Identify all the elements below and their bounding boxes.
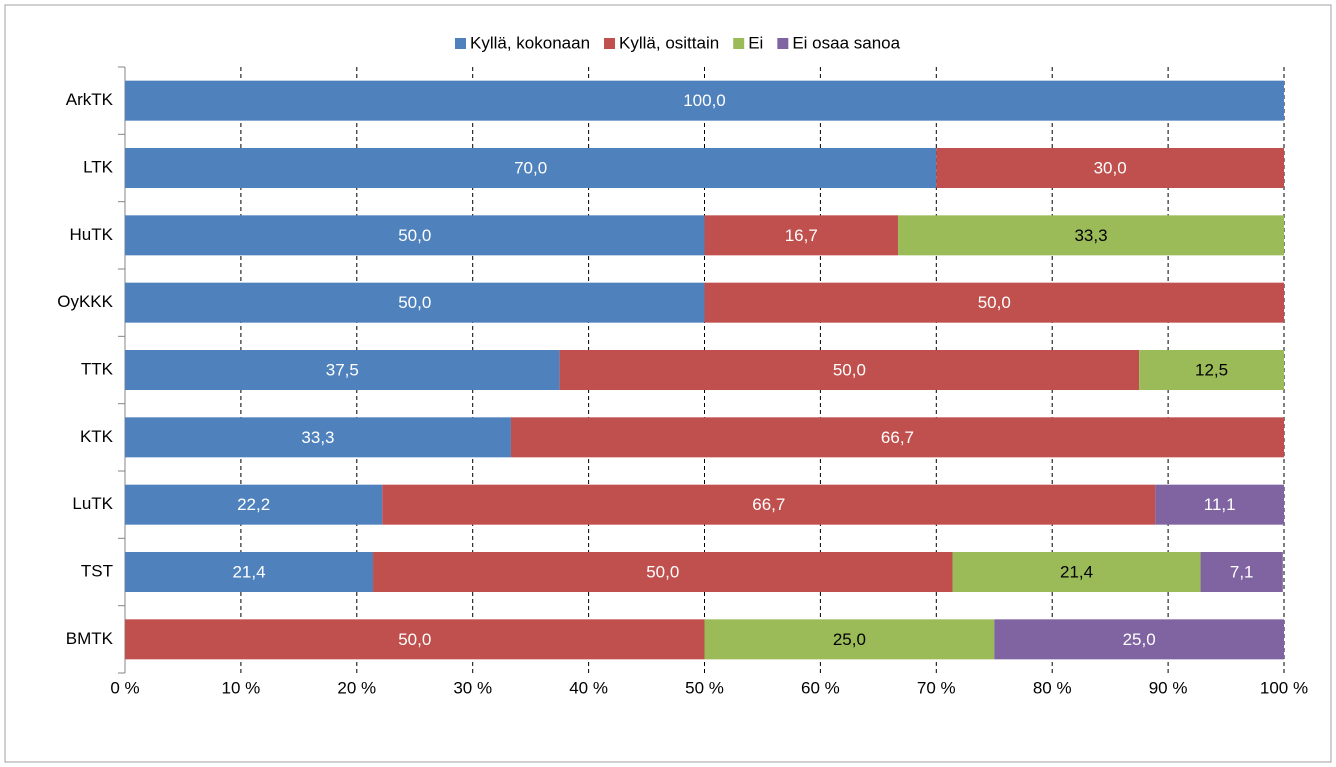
data-label: 25,0 xyxy=(1123,630,1156,649)
legend-label: Ei osaa sanoa xyxy=(792,33,900,52)
data-label: 21,4 xyxy=(232,562,265,581)
bar-segment xyxy=(936,148,1284,188)
bar-segment xyxy=(125,148,937,188)
data-label: 50,0 xyxy=(398,630,431,649)
bar-segment xyxy=(382,484,1156,525)
bar-segment xyxy=(125,417,511,458)
x-tick-label: 50 % xyxy=(685,678,724,697)
y-tick-label: ArkTK xyxy=(66,90,114,109)
y-tick-label: BMTK xyxy=(66,629,114,648)
data-label: 25,0 xyxy=(833,630,866,649)
bar-segment xyxy=(994,619,1284,660)
x-tick-label: 30 % xyxy=(453,678,492,697)
legend-swatch xyxy=(777,38,789,49)
x-tick-label: 80 % xyxy=(1033,678,1072,697)
data-label: 70,0 xyxy=(514,158,547,177)
data-label: 50,0 xyxy=(833,360,866,379)
data-label: 21,4 xyxy=(1060,562,1093,581)
bar-segment xyxy=(952,552,1201,592)
bar-segment xyxy=(898,215,1284,256)
x-tick-label: 0 % xyxy=(110,678,139,697)
bar-segment xyxy=(125,552,374,592)
legend-label: Kyllä, kokonaan xyxy=(470,33,590,52)
data-label: 7,1 xyxy=(1230,562,1254,581)
bar-segment xyxy=(125,80,1284,121)
y-tick-label: TTK xyxy=(81,359,114,378)
legend-label: Ei xyxy=(748,33,763,52)
x-tick-label: 60 % xyxy=(801,678,840,697)
x-tick-label: 100 % xyxy=(1260,678,1308,697)
bar-segment xyxy=(1200,552,1283,592)
legend-swatch xyxy=(604,38,616,49)
bar-segment xyxy=(125,619,705,660)
x-tick-label: 90 % xyxy=(1149,678,1188,697)
bar-segment xyxy=(1155,484,1284,525)
bar-segment xyxy=(125,215,705,256)
bar-segment xyxy=(510,417,1284,458)
x-tick-label: 40 % xyxy=(569,678,608,697)
data-label: 66,7 xyxy=(752,495,785,514)
y-tick-label: KTK xyxy=(80,427,114,446)
data-label: 50,0 xyxy=(646,562,679,581)
legend-swatch xyxy=(733,38,745,49)
data-label: 11,1 xyxy=(1204,495,1236,514)
legend-swatch xyxy=(455,38,466,49)
bar-segment xyxy=(125,350,560,390)
y-tick-label: OyKKK xyxy=(57,292,113,311)
legend-label: Kyllä, osittain xyxy=(619,33,719,52)
x-tick-label: 20 % xyxy=(337,678,376,697)
x-tick-label: 10 % xyxy=(222,678,261,697)
y-tick-label: TST xyxy=(81,561,113,580)
bar-segment xyxy=(125,484,383,525)
data-label: 33,3 xyxy=(1074,226,1107,245)
data-label: 12,5 xyxy=(1195,360,1228,379)
y-tick-label: LTK xyxy=(83,157,114,176)
data-label: 50,0 xyxy=(398,293,431,312)
data-label: 22,2 xyxy=(237,495,270,514)
bar-segment xyxy=(373,552,953,592)
y-tick-label: LuTK xyxy=(72,494,113,513)
y-tick-label: HuTK xyxy=(70,225,114,244)
data-label: 16,7 xyxy=(785,226,818,245)
data-label: 50,0 xyxy=(978,293,1011,312)
data-label: 33,3 xyxy=(301,428,334,447)
bar-segment xyxy=(704,619,995,660)
data-label: 37,5 xyxy=(326,360,359,379)
data-label: 66,7 xyxy=(881,428,914,447)
bar-segment xyxy=(704,282,1284,323)
data-label: 100,0 xyxy=(683,91,726,110)
x-tick-label: 70 % xyxy=(917,678,956,697)
bar-segment xyxy=(125,282,705,323)
data-label: 30,0 xyxy=(1094,158,1127,177)
bar-segment xyxy=(1139,350,1284,390)
bar-segment xyxy=(559,350,1140,390)
data-label: 50,0 xyxy=(398,226,431,245)
bar-segment xyxy=(704,215,899,256)
